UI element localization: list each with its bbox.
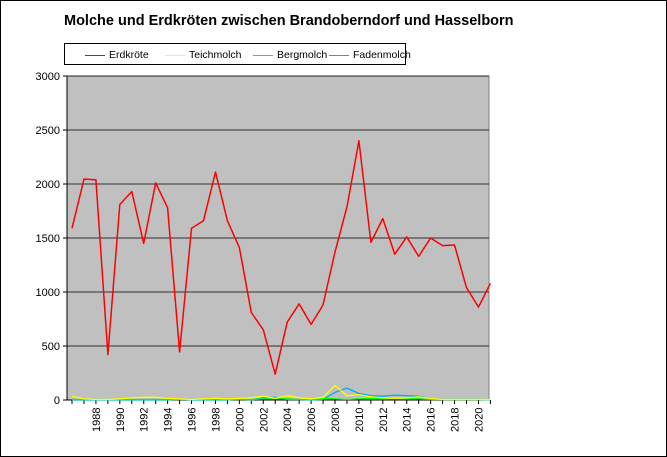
x-tick-label-2010: 2010 [354, 408, 366, 432]
legend-item-bergmolch: Bergmolch [253, 48, 327, 62]
y-tick-label-2000: 2000 [36, 179, 60, 191]
y-tick-label-1000: 1000 [36, 287, 60, 299]
y-tick-label-500: 500 [42, 341, 60, 353]
x-tick-label-2006: 2006 [306, 408, 318, 432]
legend-item-teichmolch: Teichmolch [165, 48, 242, 62]
y-tick-label-1500: 1500 [36, 233, 60, 245]
y-tick-label-0: 0 [54, 395, 60, 407]
x-tick-label-2002: 2002 [258, 408, 270, 432]
x-tick-label-2014: 2014 [402, 408, 414, 432]
y-tick-label-2500: 2500 [36, 125, 60, 137]
x-tick-label-2004: 2004 [282, 408, 294, 432]
legend-label-erdkroete: Erdkröte [109, 49, 149, 61]
legend-swatch-fadenmolch [329, 54, 349, 56]
legend-label-bergmolch: Bergmolch [277, 49, 328, 61]
x-tick-label-2020: 2020 [473, 408, 485, 432]
x-tick-label-2018: 2018 [450, 408, 462, 432]
chart-title: Molche und Erdkröten zwischen Brandobern… [64, 13, 514, 29]
series-line-teichmolch [71, 384, 491, 401]
x-tick-label-2000: 2000 [234, 408, 246, 432]
legend-label-teichmolch: Teichmolch [189, 49, 242, 61]
series-line-erdkroete [71, 140, 492, 375]
x-tick-label-1992: 1992 [139, 408, 151, 432]
legend-item-fadenmolch: Fadenmolch [329, 48, 411, 62]
x-tick-label-1996: 1996 [187, 408, 199, 432]
x-tick-label-2008: 2008 [330, 408, 342, 432]
x-tick-label-1994: 1994 [163, 408, 175, 432]
chart-legend: Erdkröte Teichmolch Bergmolch Fadenmolch [64, 43, 411, 65]
x-tick-label-2012: 2012 [378, 408, 390, 432]
x-tick-label-2016: 2016 [426, 408, 438, 432]
y-tick-label-3000: 3000 [36, 71, 60, 83]
legend-item-erdkroete: Erdkröte [85, 48, 149, 62]
x-tick-label-1998: 1998 [210, 408, 222, 432]
legend-swatch-erdkroete [85, 54, 105, 56]
legend-swatch-bergmolch [253, 54, 273, 56]
x-tick-label-1990: 1990 [115, 408, 127, 432]
x-tick-label-1988: 1988 [91, 408, 103, 432]
series-line-bergmolch [72, 397, 491, 401]
legend-label-fadenmolch: Fadenmolch [353, 49, 411, 61]
legend-swatch-teichmolch [165, 54, 185, 56]
